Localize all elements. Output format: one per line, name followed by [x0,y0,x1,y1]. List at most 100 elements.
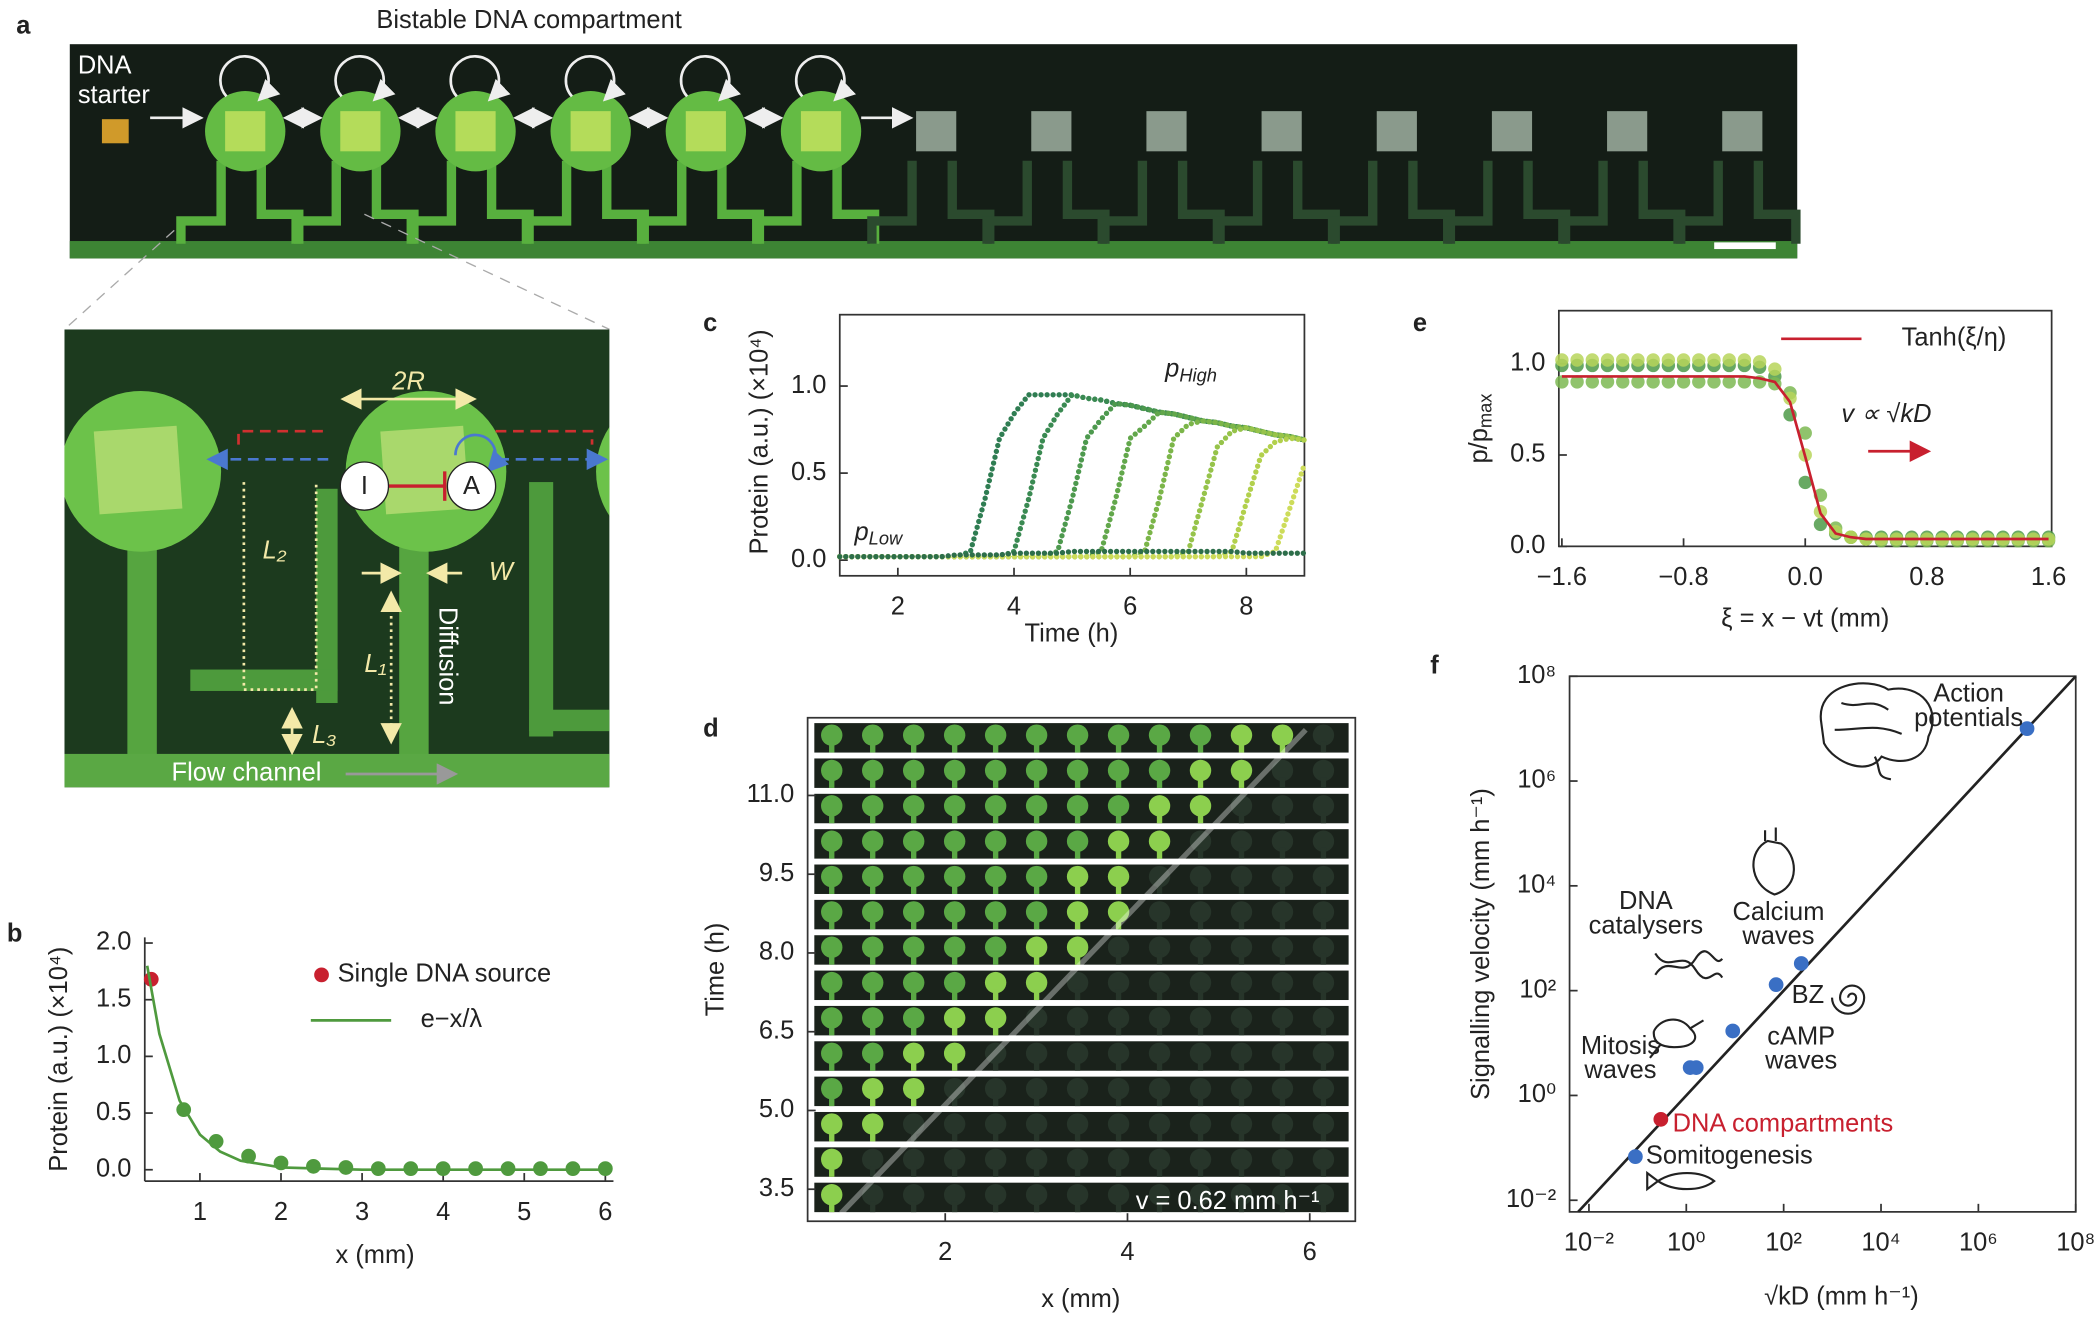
compartment [1148,759,1171,782]
compartment [1230,865,1253,888]
compartment [1025,830,1048,852]
chamber-square [685,111,726,152]
panel-label: a [16,12,31,40]
compartment-stem [829,918,835,930]
panel-label: f [1430,652,1439,680]
compartment [1271,724,1294,746]
point [1616,375,1630,389]
compartment-stem [1238,918,1245,930]
plot-frame [806,716,1357,1223]
compartment [821,1113,843,1135]
compartment-stem [951,918,958,930]
y-tick-label: 0.0 [1510,531,1545,559]
compartment [943,971,966,994]
compartment [861,1007,884,1029]
x-tick-label: 1 [193,1198,207,1226]
chambers [101,55,1801,244]
compartment [861,1113,884,1135]
compartment [902,971,925,994]
compartment [1066,830,1089,852]
point-label: Somitogenesis [1646,1142,1813,1170]
compartment-stem [911,812,917,824]
x-tick-label: 8 [1239,593,1253,621]
compartment-stem [1279,1130,1286,1142]
compartment [1189,971,1212,994]
compartment-stem [1197,1095,1204,1107]
compartment [902,901,925,923]
compartment-stem [1115,1130,1122,1142]
bracket [237,429,594,445]
compartment-stem [1033,1201,1040,1213]
compartment-stem [992,741,999,753]
compartment [1066,1148,1089,1171]
compartment-stem [1115,777,1122,788]
y-tick-label: 0.0 [96,1154,131,1182]
compartment [861,830,884,852]
compartment-stem [1115,812,1122,824]
compartment [1107,759,1130,782]
compartment-stem [870,1130,876,1142]
compartment [1148,1007,1171,1029]
compartment-stem [911,989,917,1001]
compartment-stem [951,989,958,1001]
x-tick-label: 4 [1007,593,1021,621]
compartment-stem [1279,883,1286,894]
inset [64,329,610,788]
compartment-stem [1156,989,1163,1001]
compartment [943,830,966,852]
y-axis-label: Signalling velocity (mm h⁻¹) [1467,788,1495,1100]
compartment [984,1148,1007,1171]
compartment [943,1113,966,1135]
starter-label: DNA [78,52,132,80]
compartment [943,1042,966,1065]
wavefront [839,727,1308,1216]
compartment [1148,795,1171,817]
compartment-stem [1156,1095,1163,1107]
plot-frame [1568,675,2077,1213]
point [1600,375,1615,389]
inset-label: 2R [391,368,425,396]
compartment-stem [1279,777,1286,788]
compartment [1189,830,1212,852]
compartment-stem [870,741,876,753]
compartment [943,901,966,923]
compartment-stem [992,812,999,824]
compartment [902,795,925,817]
compartment-stem [1238,1024,1245,1036]
series-line [1561,375,2049,541]
compartment-stem [911,847,917,859]
compartment [1148,1148,1171,1171]
point-label: waves [1764,1047,1837,1075]
annotation-part: Low [869,527,904,548]
chamber-square [1146,111,1187,152]
y-axis-label-part: p/p [1465,428,1493,463]
compartment-stem [870,918,876,930]
compartment [1230,901,1253,923]
plot-frame [838,313,1306,577]
compartment-stem [1197,918,1204,930]
compartment [1066,901,1089,923]
l2-outline [242,482,318,691]
compartment [861,724,884,746]
compartment-stem [870,812,876,824]
compartment-stem [951,1060,958,1071]
compartment-stem [992,1024,999,1036]
compartment [1230,1077,1253,1100]
compartment-stem [1197,953,1204,965]
compartment-stem [870,1201,876,1213]
compartment [1107,865,1130,888]
y-tick-label: 9.5 [759,859,794,887]
y-tick-label: 1.0 [96,1041,131,1069]
compartment [1066,759,1089,782]
y-tick-label: 6.5 [759,1016,794,1044]
compartment-stem [1115,1060,1122,1071]
compartment [1148,971,1171,994]
point [1661,353,1676,367]
compartment [861,759,884,782]
compartment [861,971,884,994]
x-tick-label: 5 [517,1198,531,1226]
compartment [1066,795,1089,817]
compartment-stem [1033,741,1040,753]
x-axis-label: ξ = x − vt (mm) [1721,605,1889,633]
y-axis-label-part: max [1474,394,1495,429]
